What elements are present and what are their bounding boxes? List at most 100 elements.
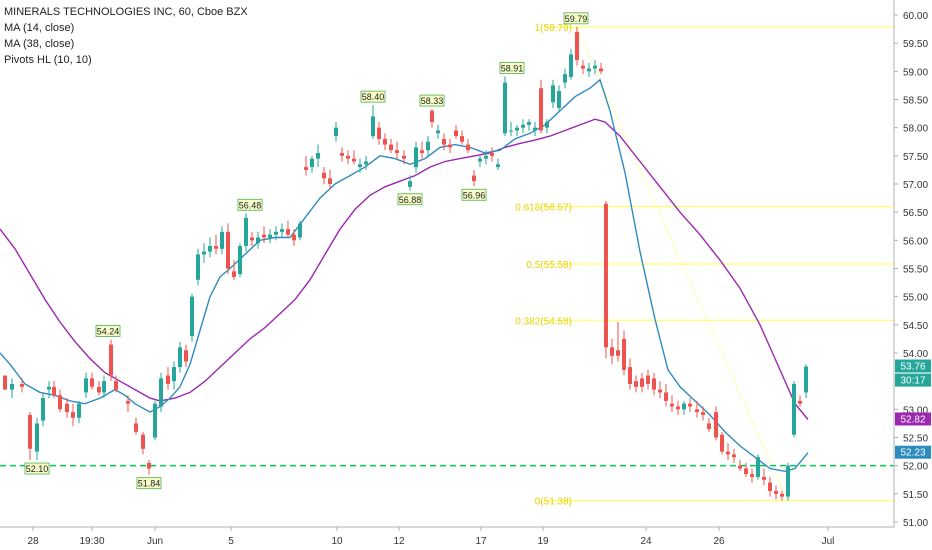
pivot-label-box	[136, 477, 162, 490]
candle-down	[340, 153, 344, 156]
candle-down	[114, 381, 118, 390]
y-tick-label: 56.00	[903, 236, 928, 247]
candle-down	[448, 144, 452, 148]
candle-up	[436, 130, 440, 134]
candle-down	[466, 144, 470, 151]
chart-title: MINERALS TECHNOLOGIES INC, 60, Cboe BZX	[4, 6, 248, 18]
fib-level-label: 0.5(55.58)	[526, 260, 572, 271]
legend-ma14: MA (14, close)	[4, 22, 75, 34]
candle-down	[460, 136, 464, 142]
candle-down	[328, 178, 332, 184]
candle-down	[780, 493, 784, 497]
ma38-line	[0, 118, 809, 420]
candle-down	[646, 375, 650, 384]
candle-down	[346, 155, 350, 159]
candle-up	[515, 127, 519, 131]
candle-up	[414, 147, 418, 168]
candle-down	[688, 403, 692, 407]
candle-down	[726, 451, 730, 455]
candle-up	[10, 383, 14, 390]
fib-level-label: 0.618(56.57)	[515, 203, 572, 214]
candle-up	[426, 141, 430, 151]
candle-down	[616, 350, 620, 356]
candle-up	[804, 366, 808, 393]
candle-up	[35, 423, 39, 452]
candle-down	[490, 153, 494, 156]
candle-down	[744, 468, 748, 475]
candle-up	[238, 245, 242, 275]
candle-up	[77, 403, 81, 418]
candle-down	[604, 203, 608, 348]
candle-up	[364, 161, 368, 165]
candle-up	[408, 181, 412, 187]
y-tick-label: 54.50	[903, 321, 928, 332]
candle-down	[454, 130, 458, 137]
x-tick-label: 12	[393, 536, 405, 547]
candle-down	[610, 347, 614, 356]
candle-down	[575, 31, 579, 61]
fib-level-label: 0(51.38)	[535, 497, 572, 508]
candle-down	[628, 367, 632, 384]
candle-up	[310, 158, 314, 168]
candle-up	[509, 130, 513, 132]
candle-down	[472, 175, 476, 182]
pivot-label-box	[237, 198, 263, 211]
candle-up	[256, 237, 260, 244]
candle-down	[286, 229, 290, 235]
candle-down	[28, 414, 32, 449]
candle-down	[695, 409, 699, 413]
candle-down	[658, 389, 662, 393]
candle-up	[563, 74, 567, 83]
pivot-label-box	[461, 188, 487, 201]
candle-up	[178, 347, 182, 368]
x-tick-label: 24	[640, 536, 652, 547]
price-label: 52.82	[900, 414, 925, 425]
candle-up	[298, 223, 302, 238]
y-tick-label: 55.00	[903, 293, 928, 304]
price-label-box	[895, 373, 931, 387]
candle-down	[707, 423, 711, 430]
candle-down	[430, 110, 434, 123]
candle-down	[670, 403, 674, 407]
y-tick-label: 54.00	[903, 349, 928, 360]
candle-down	[184, 350, 188, 362]
y-tick-label: 59.00	[903, 67, 928, 78]
candle-up	[593, 65, 597, 69]
y-tick-label: 60.00	[903, 11, 928, 22]
y-tick-label: 53.00	[903, 405, 928, 416]
y-tick-label: 55.50	[903, 265, 928, 276]
fib-level-label: 0.382(54.58)	[515, 316, 572, 327]
candle-down	[701, 412, 705, 415]
fib-trend-line	[575, 26, 789, 501]
y-tick-label: 56.50	[903, 208, 928, 219]
candle-down	[768, 482, 772, 492]
candle-down	[442, 138, 446, 145]
pivot-label: 52.10	[26, 464, 49, 474]
candle-down	[377, 127, 381, 139]
price-label-box	[895, 445, 931, 459]
x-tick-label: 26	[713, 536, 725, 547]
candle-down	[322, 172, 326, 179]
candle-up	[527, 122, 531, 125]
candle-down	[622, 338, 626, 370]
candle-down	[402, 155, 406, 159]
candle-up	[208, 245, 212, 252]
candle-up	[280, 229, 284, 232]
candle-down	[676, 406, 680, 410]
x-tick-label: 19	[537, 536, 549, 547]
candle-up	[545, 122, 549, 128]
candle-down	[352, 158, 356, 162]
candle-down	[97, 386, 101, 393]
candle-up	[533, 127, 537, 131]
candle-down	[539, 88, 543, 131]
candle-down	[732, 454, 736, 458]
candle-down	[420, 150, 424, 154]
candle-down	[738, 465, 742, 469]
candle-down	[664, 392, 668, 401]
y-tick-label: 57.00	[903, 180, 928, 191]
pivot-label: 58.40	[362, 92, 385, 102]
candle-down	[109, 344, 113, 376]
